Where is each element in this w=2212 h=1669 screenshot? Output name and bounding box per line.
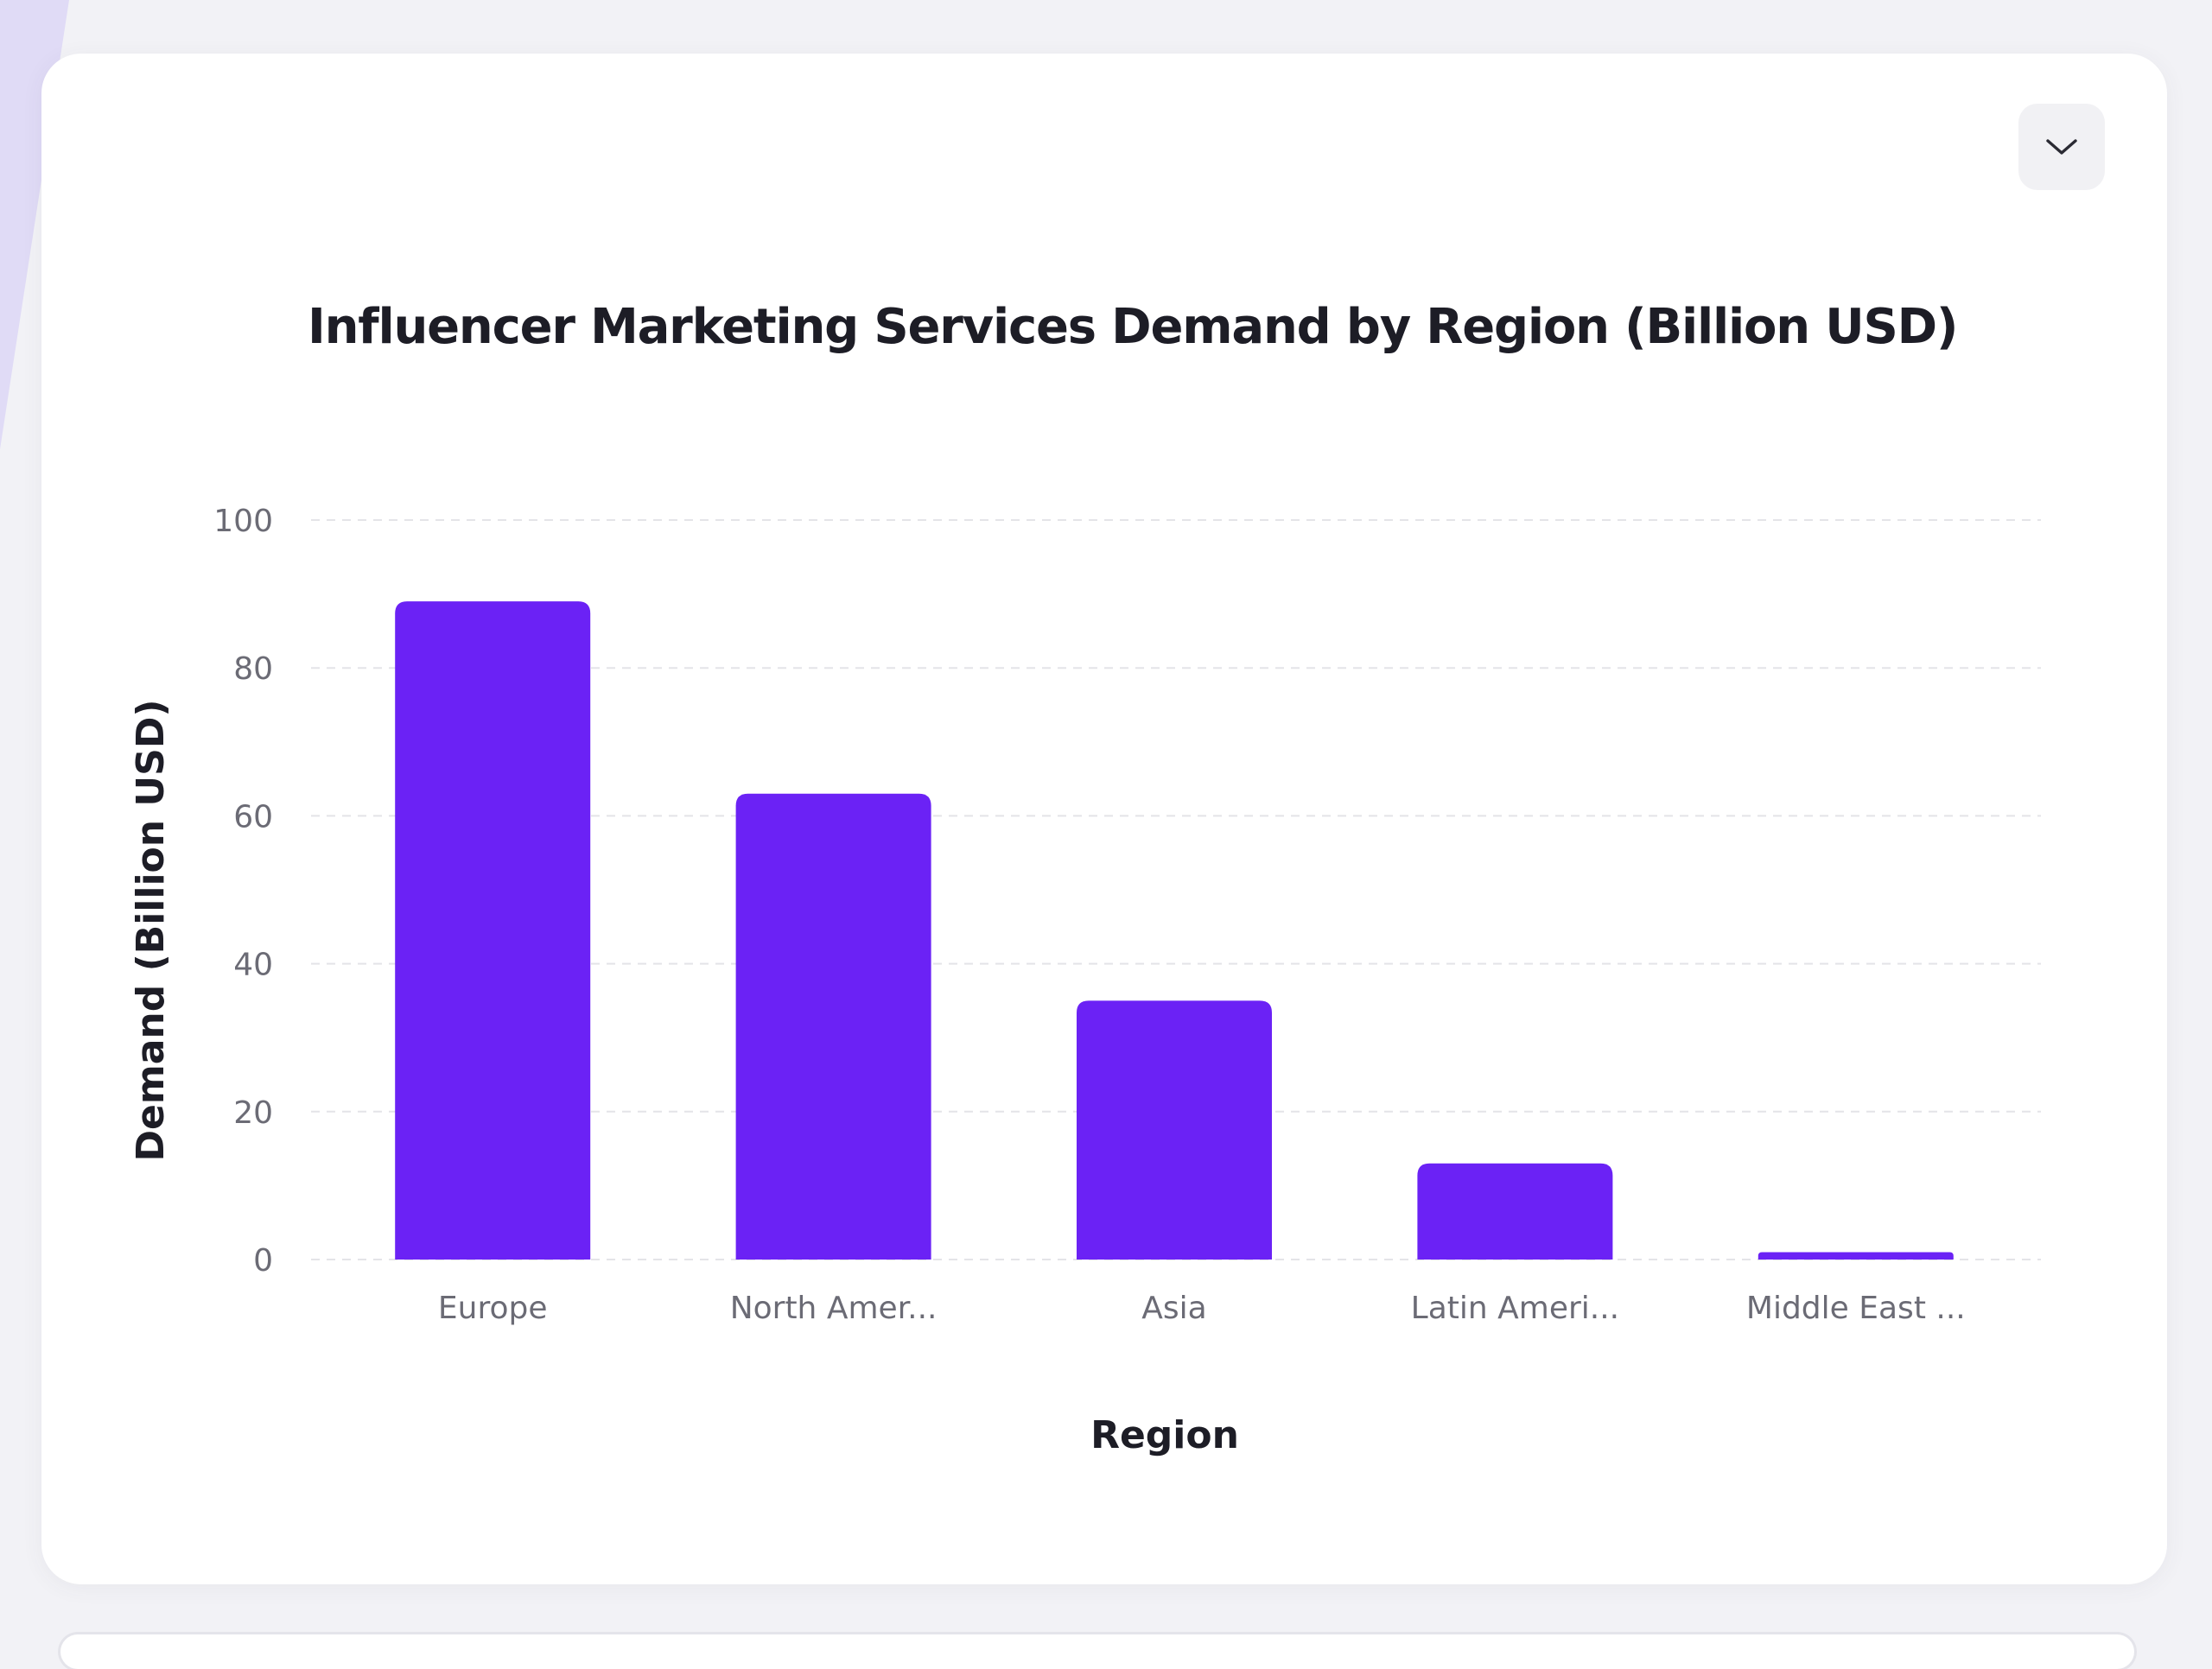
- bar-5[interactable]: [1758, 1252, 1954, 1260]
- y-tick-label: 100: [213, 504, 273, 539]
- bars: [395, 601, 1954, 1260]
- chevron-down-icon: [2046, 139, 2077, 155]
- y-tick-label: 0: [253, 1243, 273, 1279]
- chart-options-dropdown-button[interactable]: [2018, 104, 2105, 190]
- x-tick-label: North Amer...: [730, 1291, 938, 1326]
- y-tick-label: 80: [233, 651, 273, 687]
- x-tick-label: Europe: [438, 1291, 548, 1326]
- bar-4[interactable]: [1417, 1163, 1613, 1260]
- gridlines: [311, 519, 2041, 1260]
- y-axis-title: Demand (Billion USD): [129, 700, 173, 1162]
- y-tick-label: 60: [233, 799, 273, 834]
- x-axis-title: Region: [1090, 1413, 1239, 1457]
- x-axis-ticks: Europe North Amer... Asia Latin Ameri... Mid…: [438, 1291, 1966, 1326]
- chart-title: Influencer Marketing Services Demand by …: [308, 299, 1959, 355]
- y-axis-ticks: 0 20 40 60 80 100: [213, 504, 273, 1279]
- bar-1[interactable]: [395, 601, 591, 1260]
- x-tick-label: Middle East ...: [1746, 1291, 1966, 1326]
- y-tick-label: 20: [233, 1095, 273, 1131]
- bar-2[interactable]: [735, 793, 931, 1260]
- x-tick-label: Latin Ameri...: [1411, 1291, 1619, 1326]
- y-tick-label: 40: [233, 948, 273, 983]
- x-tick-label: Asia: [1141, 1291, 1206, 1326]
- bar-3[interactable]: [1077, 1000, 1272, 1260]
